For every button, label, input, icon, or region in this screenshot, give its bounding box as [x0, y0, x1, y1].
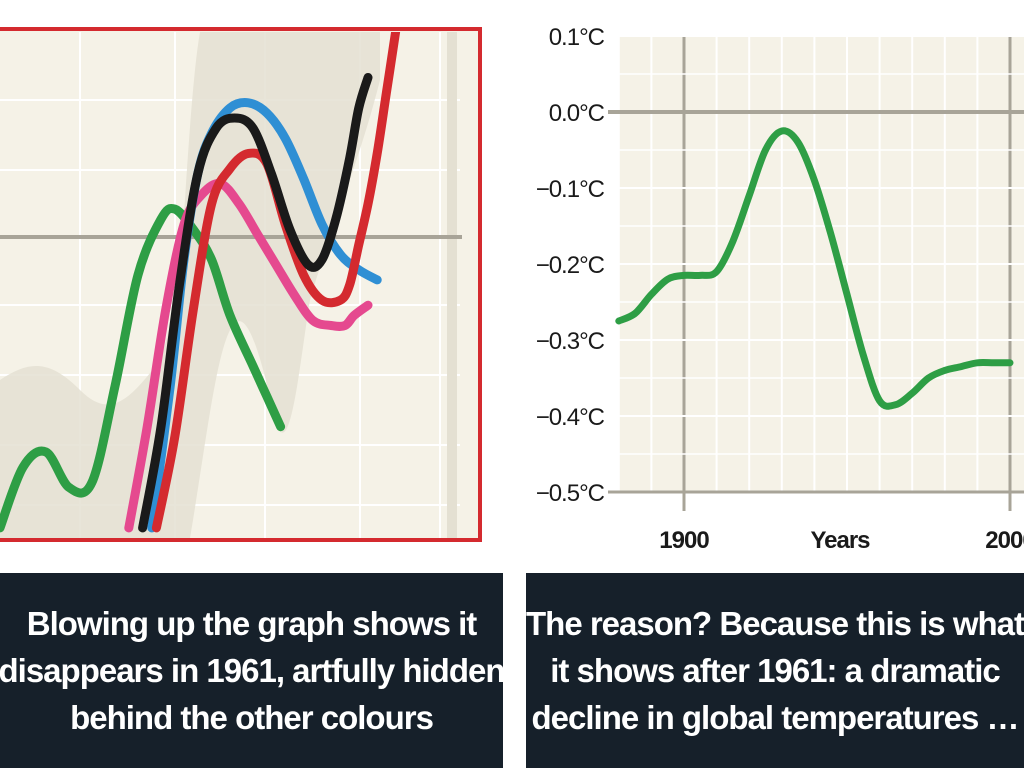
right-y-tick-label: −0.1°C	[536, 176, 605, 203]
caption-right-line-3: decline in global temperatures …	[531, 699, 1020, 736]
caption-right-line-1: The reason? Because this is what	[526, 605, 1024, 642]
left-uncertainty-band	[0, 32, 380, 538]
right-x-tick-labels: 1900 2000	[659, 527, 1024, 554]
left-series-line-2	[124, 178, 373, 533]
right-x-tick-label: 2000	[985, 527, 1024, 554]
right-y-tick-label: −0.5°C	[536, 480, 605, 507]
right-chart-green-series: 0.1°C 0.0°C −0.1°C −0.2°C −0.3°C −0.4°C −0.5°C…	[536, 24, 1024, 554]
left-series-group	[0, 32, 401, 533]
left-red-frame	[0, 27, 482, 542]
right-y-tick-label: −0.4°C	[536, 404, 605, 431]
right-x-axis-label: Years	[810, 527, 870, 554]
caption-left-line-2: disappears in 1961, artfully hidden	[0, 652, 506, 689]
right-x-tick-label: 1900	[659, 527, 709, 554]
right-y-tick-label: −0.3°C	[536, 328, 605, 355]
right-y-tick-label: 0.1°C	[549, 24, 605, 51]
right-y-tick-labels: 0.1°C 0.0°C −0.1°C −0.2°C −0.3°C −0.4°C −0.5°C	[536, 24, 606, 507]
left-chart-zoomed	[0, 27, 482, 542]
right-series-group	[615, 127, 1014, 410]
left-series-line-1	[0, 203, 286, 533]
caption-right: The reason? Because this is what it show…	[526, 573, 1024, 768]
caption-left-line-3: behind the other colours	[70, 699, 434, 736]
right-y-tick-label: −0.2°C	[536, 252, 605, 279]
caption-left: Blowing up the graph shows it disappears…	[0, 573, 506, 768]
caption-right-line-2: it shows after 1961: a dramatic	[550, 652, 1001, 689]
left-series-line-4	[151, 32, 401, 533]
right-series-line-1	[615, 127, 1014, 410]
caption-left-line-1: Blowing up the graph shows it	[26, 605, 477, 642]
right-y-tick-label: 0.0°C	[549, 100, 605, 127]
left-series-line-5	[138, 73, 373, 533]
